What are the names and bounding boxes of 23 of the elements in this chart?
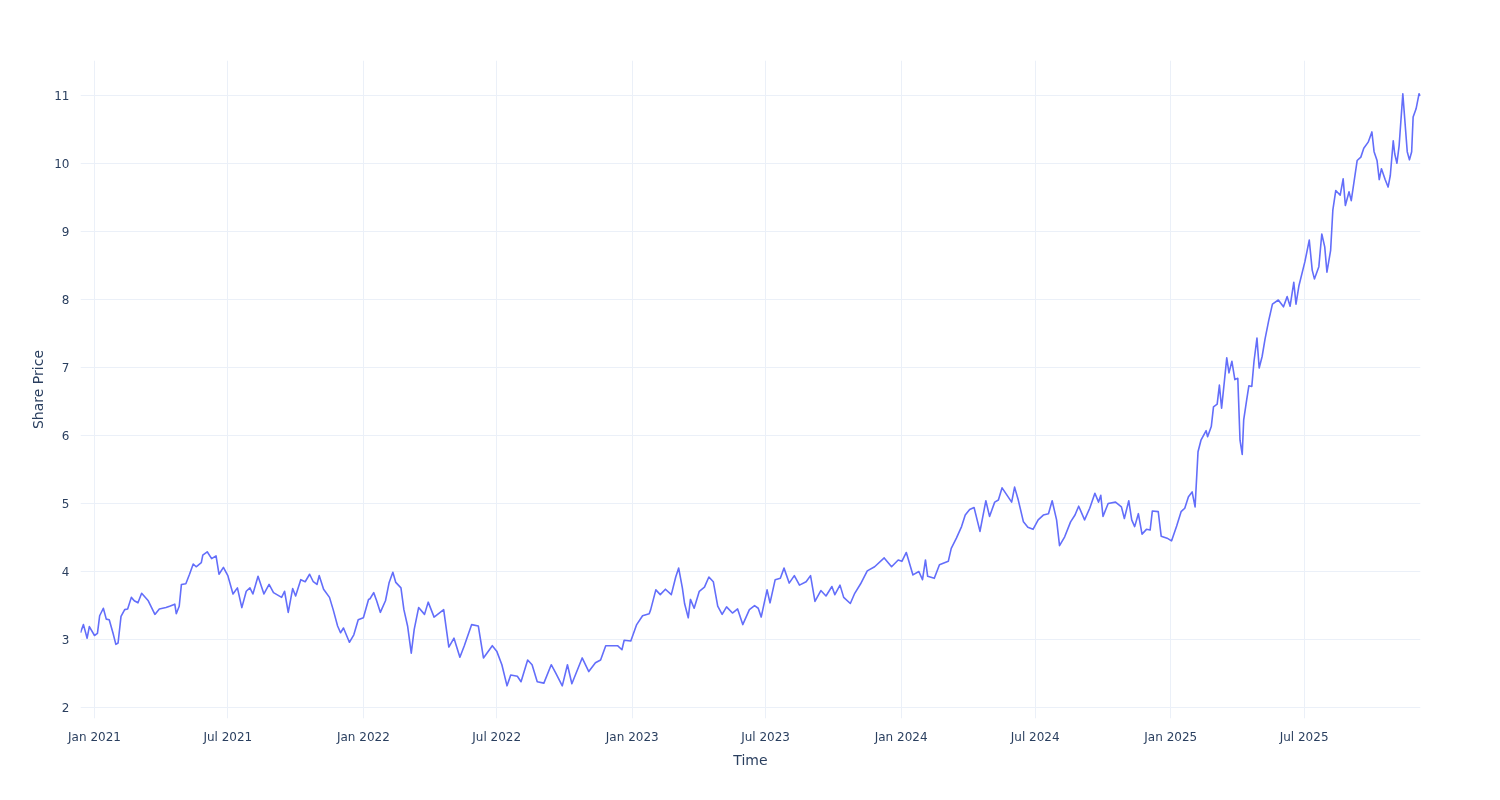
y-tick-label: 5 — [61, 496, 70, 511]
x-tick-label: Jan 2024 — [873, 729, 928, 744]
y-tick-label: 6 — [61, 428, 70, 443]
x-axis-title: Time — [732, 751, 768, 768]
y-tick-label: 10 — [54, 156, 70, 171]
x-tick-label: Jul 2023 — [740, 729, 791, 744]
x-tick-label: Jan 2021 — [67, 729, 121, 744]
x-tick-label: Jul 2021 — [202, 729, 253, 744]
x-tick-label: Jan 2022 — [335, 729, 390, 744]
y-tick-label: 3 — [61, 633, 70, 648]
y-axis-title: Share Price — [30, 349, 47, 429]
y-tick-label: 9 — [61, 224, 70, 239]
y-tick-label: 8 — [61, 292, 70, 307]
y-tick-label: 7 — [61, 360, 70, 375]
x-tick-label: Jul 2025 — [1278, 729, 1329, 744]
y-tick-label: 11 — [54, 88, 70, 103]
x-tick-label: Jan 2025 — [1143, 729, 1198, 744]
x-tick-label: Jul 2022 — [471, 729, 522, 744]
line-series — [80, 93, 1421, 687]
x-tick-label: Jan 2023 — [604, 729, 659, 744]
x-tick-label: Jul 2024 — [1009, 729, 1060, 744]
y-tick-label: 2 — [61, 701, 70, 716]
y-tick-label: 4 — [61, 565, 70, 580]
